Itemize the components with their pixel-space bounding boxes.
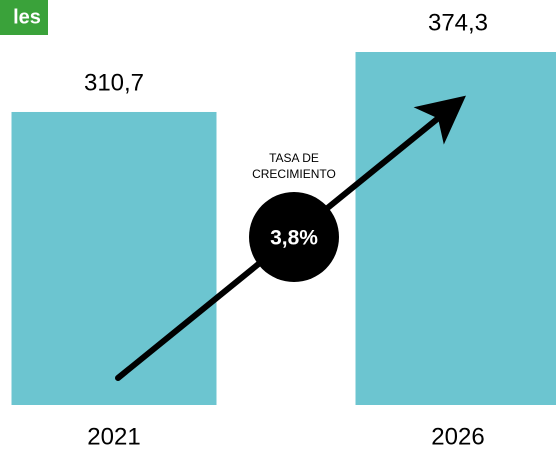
badge [0, 0, 48, 35]
growth-circle [249, 192, 339, 282]
growth-value: 3,8% [270, 227, 318, 250]
annotation-title: TASA DE [269, 151, 319, 165]
bar [11, 111, 217, 405]
value-label: 374,3 [428, 9, 488, 36]
annotation-title: CRECIMIENTO [252, 167, 336, 181]
x-tick-label: 2026 [431, 423, 484, 449]
value-label: 310,7 [84, 69, 144, 96]
badge-text: les [13, 6, 41, 28]
bar [355, 52, 556, 405]
x-tick-label: 2021 [87, 423, 140, 449]
